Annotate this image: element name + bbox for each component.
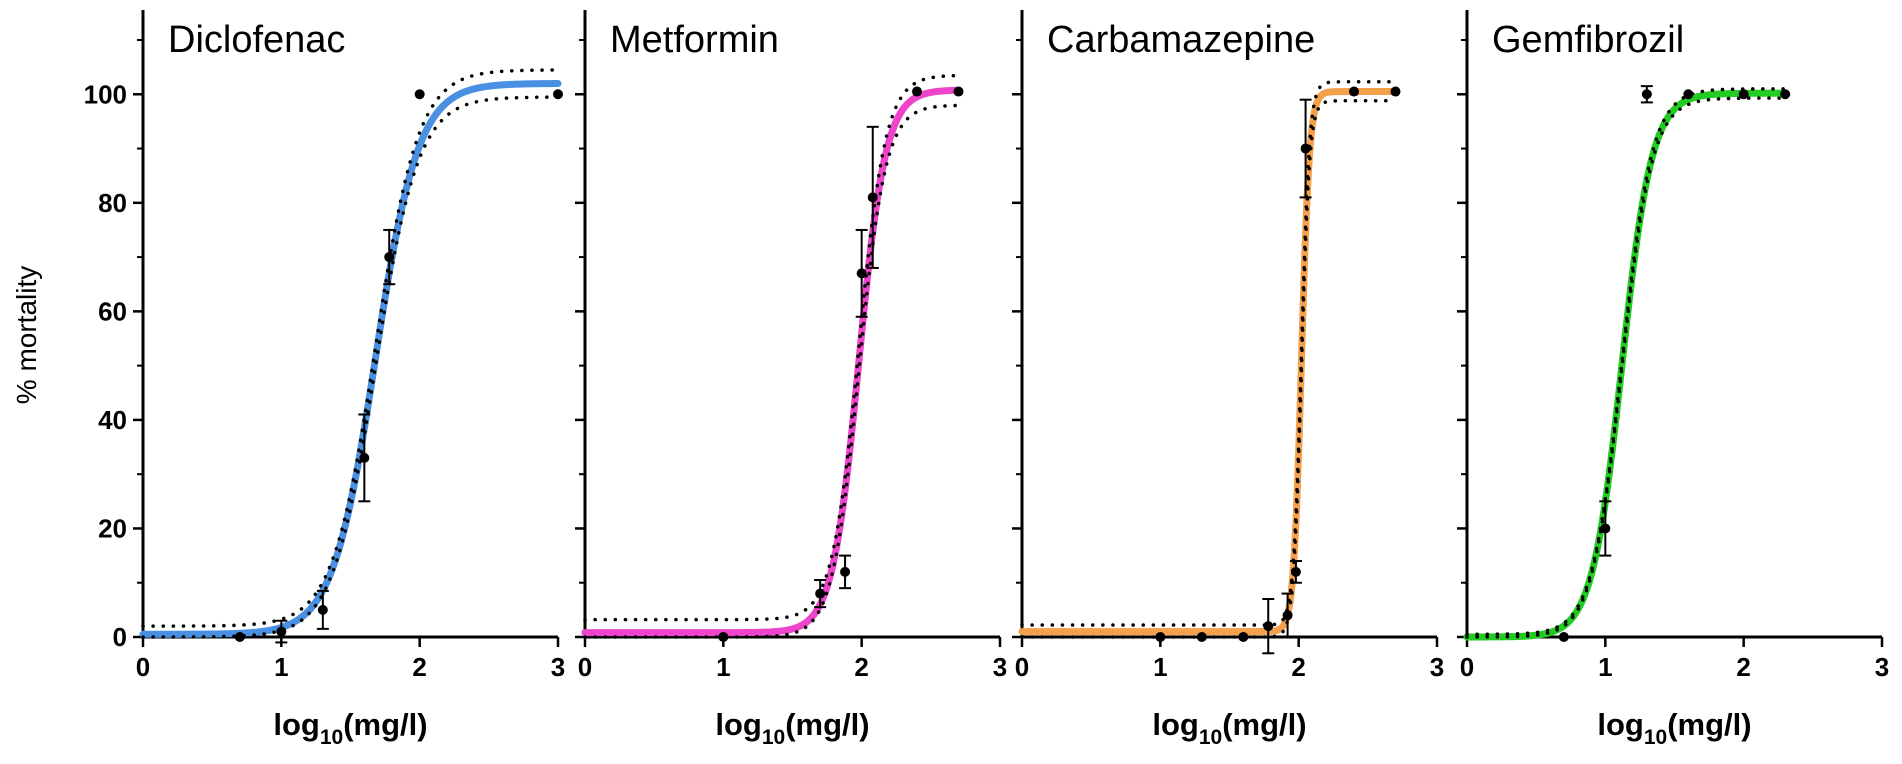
- x-axis-label-main: log: [715, 707, 762, 742]
- data-point: [276, 626, 287, 637]
- data-point: [1349, 86, 1359, 97]
- ci-upper-line: [583, 73, 961, 622]
- ci-upper-line: [1465, 87, 1787, 637]
- fit-curve: [1018, 88, 1399, 636]
- x-axis-label-tail: (mg/l): [343, 707, 427, 742]
- data-point: [1600, 523, 1611, 534]
- data-point: [912, 86, 922, 97]
- ci-lower-line: [141, 95, 560, 639]
- data-point: [856, 268, 867, 279]
- data-point: [867, 192, 878, 203]
- data-point: [317, 604, 328, 615]
- ci-upper-line: [141, 68, 560, 628]
- data-point: [718, 632, 729, 642]
- data-point: [840, 566, 851, 577]
- x-axis-label-main: log: [1597, 707, 1644, 742]
- x-tick-label: 2: [854, 652, 868, 682]
- x-axis-label-tail: (mg/l): [785, 707, 869, 742]
- y-tick-label: 0: [113, 622, 127, 652]
- data-point: [1780, 89, 1791, 100]
- x-tick-label: 1: [1153, 652, 1167, 682]
- x-tick-label: 2: [412, 652, 426, 682]
- x-tick-label: 0: [1460, 652, 1474, 682]
- data-point: [414, 89, 425, 100]
- ci-lower-line: [583, 103, 961, 639]
- y-axis-label: % mortality: [11, 266, 42, 404]
- fit-curve: [139, 80, 562, 638]
- panel-title: Carbamazepine: [1047, 19, 1315, 61]
- y-tick-label: 60: [98, 296, 127, 326]
- x-tick-label: 0: [1015, 652, 1029, 682]
- x-axis-label: log10(mg/l): [273, 707, 427, 749]
- data-point: [359, 452, 370, 463]
- data-point: [1558, 632, 1569, 642]
- data-point: [1238, 632, 1249, 642]
- data-point: [1263, 621, 1274, 632]
- fit-curve: [1463, 89, 1789, 641]
- x-axis-label-main: log: [273, 707, 320, 742]
- x-tick-label: 3: [1875, 652, 1889, 682]
- panel-diclofenac: 0 20 40 60 80 100 0 1 2 3 Diclofenac log10(mg/l): [84, 10, 565, 749]
- x-axis-label: log10(mg/l): [1152, 707, 1306, 749]
- x-tick-label: 2: [1291, 652, 1305, 682]
- x-tick-label: 3: [993, 652, 1007, 682]
- panel-title: Gemfibrozil: [1492, 19, 1684, 61]
- data-point: [1641, 89, 1652, 100]
- data-point: [815, 588, 826, 599]
- x-tick-label: 1: [274, 652, 288, 682]
- panel-title: Metformin: [610, 19, 779, 61]
- y-tick-label: 80: [98, 188, 127, 218]
- x-tick-label: 0: [136, 652, 150, 682]
- x-axis-label: log10(mg/l): [1597, 707, 1751, 749]
- data-point: [1282, 610, 1293, 621]
- data-point: [953, 86, 964, 97]
- y-tick-label: 20: [98, 513, 127, 543]
- x-tick-label: 0: [578, 652, 592, 682]
- ci-lower-line: [1020, 99, 1398, 639]
- data-point: [1290, 566, 1301, 577]
- panel-gemfibrozil: 0 1 2 3 Gemfibrozil log10(mg/l): [1457, 10, 1889, 749]
- x-axis-label-sub: 10: [1199, 726, 1222, 749]
- data-point: [234, 632, 245, 642]
- x-axis-label-tail: (mg/l): [1667, 707, 1751, 742]
- x-axis-label-sub: 10: [762, 726, 785, 749]
- y-axis-label-text: % mortality: [11, 266, 42, 404]
- x-axis-label-sub: 10: [1644, 726, 1667, 749]
- ci-lower-line: [1465, 96, 1787, 639]
- data-point: [1683, 89, 1694, 100]
- y-tick-label: 40: [98, 405, 127, 435]
- y-tick-label: 100: [84, 79, 127, 109]
- panel-carbamazepine: 0 1 2 3 Carbamazepine log10(mg/l): [1012, 10, 1444, 749]
- x-axis-label-sub: 10: [320, 726, 343, 749]
- data-point: [1390, 86, 1401, 97]
- x-tick-label: 3: [551, 652, 565, 682]
- data-point: [553, 89, 563, 100]
- ci-upper-line: [1020, 80, 1398, 627]
- data-point: [1738, 89, 1749, 100]
- x-axis-label-main: log: [1152, 707, 1199, 742]
- data-point: [384, 252, 395, 263]
- panel-metformin: 0 1 2 3 Metformin log10(mg/l): [575, 10, 1007, 749]
- data-point: [1196, 632, 1207, 642]
- fit-curve: [581, 86, 962, 637]
- panel-title: Diclofenac: [168, 19, 345, 61]
- x-axis-label: log10(mg/l): [715, 707, 869, 749]
- x-tick-label: 2: [1736, 652, 1750, 682]
- x-tick-label: 1: [716, 652, 730, 682]
- x-axis-label-tail: (mg/l): [1222, 707, 1306, 742]
- data-point: [1155, 632, 1166, 642]
- x-tick-label: 3: [1430, 652, 1444, 682]
- x-tick-label: 1: [1598, 652, 1612, 682]
- data-point: [1300, 143, 1311, 154]
